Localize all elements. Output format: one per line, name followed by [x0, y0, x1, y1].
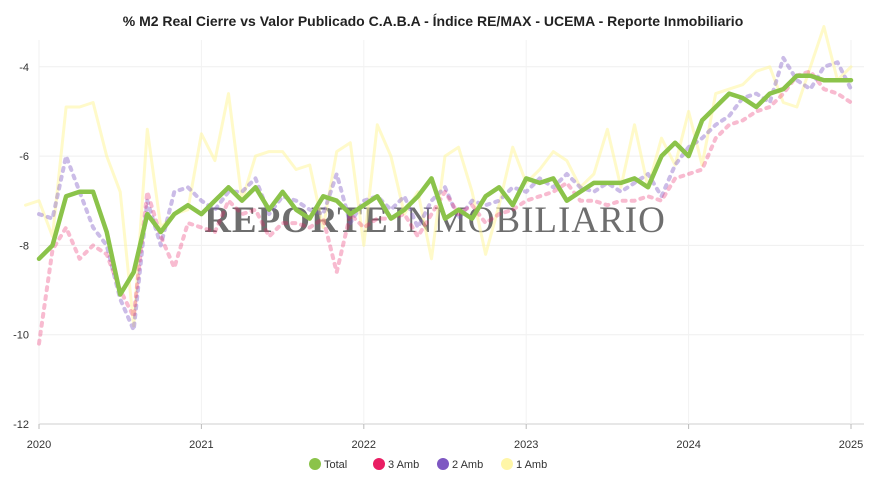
x-tick-label: 2020	[27, 439, 51, 451]
series-line-2-amb	[37, 55, 853, 333]
legend-swatch	[437, 458, 449, 470]
legend-label: Total	[324, 459, 347, 471]
series-line-3-amb	[37, 69, 853, 346]
x-tick-label: 2024	[676, 439, 700, 451]
series-lines	[24, 25, 854, 346]
x-tick-label: 2022	[352, 439, 376, 451]
legend-item-2-amb[interactable]: 2 Amb	[437, 458, 483, 471]
y-tick-label: -4	[19, 62, 29, 74]
legend-swatch	[501, 458, 513, 470]
legend-label: 2 Amb	[452, 459, 483, 471]
series-line-1-amb	[24, 25, 853, 328]
legend-item-total[interactable]: Total	[309, 458, 347, 471]
x-tick-label: 2023	[514, 439, 538, 451]
gridlines	[38, 40, 864, 425]
y-tick-label: -12	[13, 419, 29, 431]
x-tick-label: 2021	[189, 439, 213, 451]
legend-swatch	[373, 458, 385, 470]
legend-item-1-amb[interactable]: 1 Amb	[501, 458, 547, 471]
legend-label: 1 Amb	[516, 459, 547, 471]
legend-label: 3 Amb	[388, 459, 419, 471]
legend-swatch	[309, 458, 321, 470]
y-axis: -4 -6 -8 -10 -12	[13, 62, 29, 431]
x-tick-label: 2025	[839, 439, 863, 451]
chart-title: % M2 Real Cierre vs Valor Publicado C.A.…	[123, 13, 744, 29]
x-axis: 2020 2021 2022 2023 2024 2025	[27, 424, 863, 451]
y-tick-label: -8	[19, 240, 29, 252]
y-tick-label: -6	[19, 151, 29, 163]
series-line-total	[36, 73, 854, 297]
legend-item-3-amb[interactable]: 3 Amb	[373, 458, 419, 471]
y-tick-label: -10	[13, 330, 29, 342]
legend: Total 3 Amb 2 Amb 1 Amb	[309, 458, 547, 471]
